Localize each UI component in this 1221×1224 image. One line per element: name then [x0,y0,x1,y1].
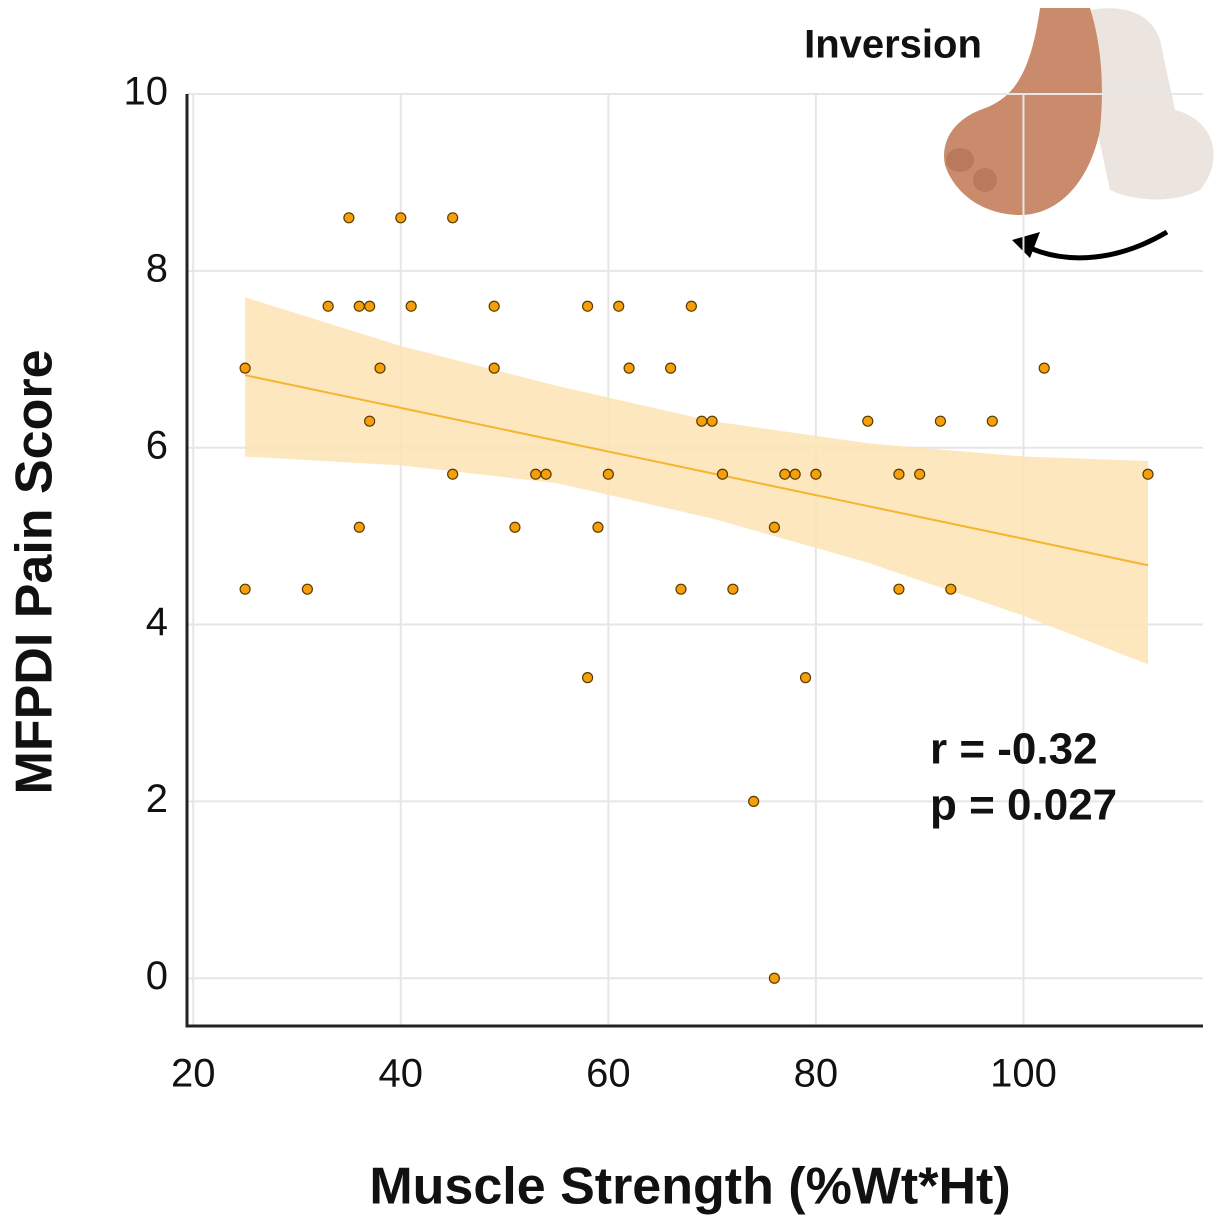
point [893,583,905,595]
foot-illustration [944,8,1214,261]
point [353,521,365,533]
point [706,415,718,427]
point [623,362,635,374]
y-tick-label: 4 [146,600,168,644]
point [748,795,760,808]
point [239,583,251,595]
annotation: r = -0.32 [930,725,1098,774]
point [716,468,729,480]
point [530,468,542,480]
fit-line [244,374,1149,567]
point [665,362,677,374]
point [696,415,708,427]
point [675,583,687,595]
point [488,362,500,374]
point [945,583,957,595]
x-tick-label: 100 [990,1052,1057,1096]
point [613,300,625,312]
point [768,521,780,533]
point [581,300,594,312]
x-tick-label: 80 [794,1052,839,1096]
y-tick-label: 0 [146,954,168,998]
point [447,212,459,224]
point [540,468,552,480]
point [509,521,521,533]
point [364,300,376,312]
point [374,362,386,374]
point [893,468,905,480]
y-tick-label: 8 [146,246,168,290]
point [322,300,334,312]
x-tick-label: 40 [379,1052,424,1096]
point [1038,362,1050,374]
point [789,468,801,480]
point [239,362,251,374]
x-tick-label: 60 [586,1052,631,1096]
y-tick-label: 10 [124,70,169,114]
point [779,468,791,480]
point [488,300,500,312]
point [405,300,417,312]
point [395,212,407,224]
x-tick-label: 20 [171,1052,216,1096]
y-axis-label: MFPDI Pain Score [6,350,64,795]
point [934,415,947,427]
point [343,212,355,224]
point [810,468,822,480]
y-tick-label: 6 [146,423,168,467]
point [301,583,313,595]
point [986,415,998,427]
point [799,672,812,684]
point [768,972,780,984]
point [862,415,874,427]
image-label: Inversion [804,23,982,67]
point [592,521,604,533]
point [685,300,697,312]
annotation: p = 0.027 [930,781,1117,830]
point [364,415,376,427]
point [447,468,459,480]
point [353,300,365,312]
confidence-band [245,297,1148,665]
y-tick-label: 2 [146,777,168,821]
point [1142,468,1154,480]
point [727,583,739,595]
point [914,468,926,480]
x-axis-label: Muscle Strength (%Wt*Ht) [369,1158,1010,1216]
point [581,672,594,684]
point [602,468,614,480]
